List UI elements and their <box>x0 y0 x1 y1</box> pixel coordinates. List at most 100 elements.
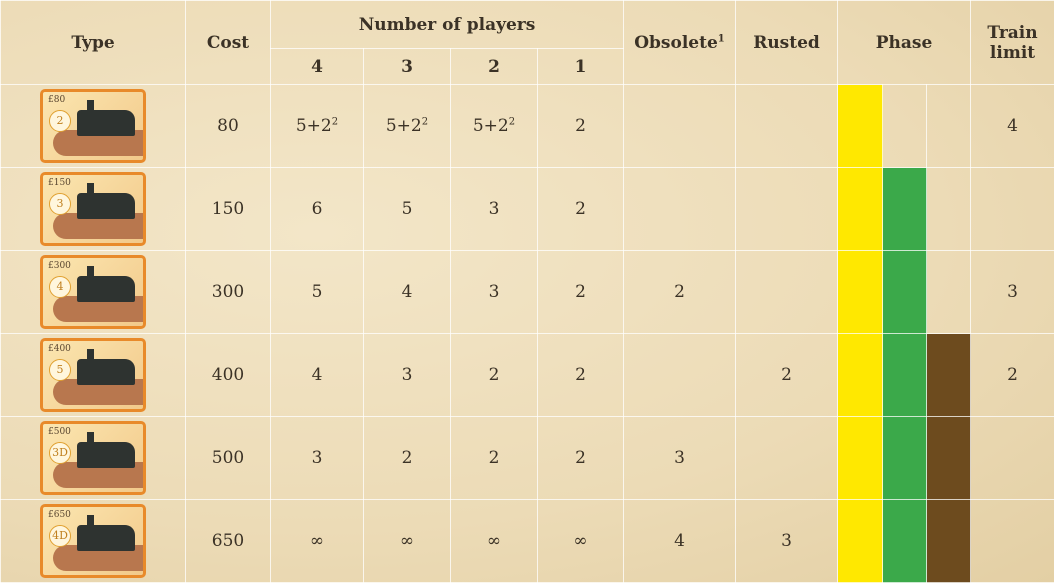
players-cell: 3 <box>451 251 538 334</box>
locomotive <box>77 442 135 468</box>
card-price: £150 <box>48 178 71 188</box>
header-cell: 3 <box>364 49 451 85</box>
header-cell: 4 <box>271 49 364 85</box>
players-value: 2 <box>575 282 586 302</box>
train-card: £500 3D <box>40 421 146 495</box>
superscript: 2 <box>422 116 428 127</box>
type-cell: £80 2 <box>1 85 186 168</box>
players-value: 2 <box>575 448 586 468</box>
players-value: 2 <box>489 365 500 385</box>
players-cell: 5+22 <box>271 85 364 168</box>
players-cell: 3 <box>364 334 451 417</box>
type-cell: £500 3D <box>1 417 186 500</box>
players-value: ∞ <box>573 531 587 551</box>
players-cell: ∞ <box>271 500 364 583</box>
players-cell: 2 <box>538 85 624 168</box>
players-value: 5 <box>312 282 323 302</box>
header-cell: 1 <box>538 49 624 85</box>
players-cell: 4 <box>364 251 451 334</box>
card-type: 2 <box>49 110 71 132</box>
cost-cell: 650 <box>186 500 271 583</box>
phase-cell <box>838 251 883 334</box>
players-cell: 2 <box>538 417 624 500</box>
card-price: £80 <box>48 95 65 105</box>
header-cell: 2 <box>451 49 538 85</box>
card-type: 3 <box>49 193 71 215</box>
card-type: 4 <box>49 276 71 298</box>
obsolete-cell: 2 <box>624 251 736 334</box>
train-card: £80 2 <box>40 89 146 163</box>
players-value: ∞ <box>400 531 414 551</box>
players-value: 3 <box>489 282 500 302</box>
players-cell: 3 <box>451 168 538 251</box>
cost-cell: 80 <box>186 85 271 168</box>
phase-cell <box>883 168 927 251</box>
header-cell: Rusted <box>736 1 838 85</box>
phase-cell <box>838 85 883 168</box>
obsolete-cell: 3 <box>624 417 736 500</box>
players-value: ∞ <box>487 531 501 551</box>
phase-cell <box>883 500 927 583</box>
cost-cell: 150 <box>186 168 271 251</box>
superscript: 2 <box>332 116 338 127</box>
players-value: 5+2 <box>296 116 332 136</box>
players-value: 4 <box>402 282 413 302</box>
rusted-cell <box>736 251 838 334</box>
card-type: 3D <box>49 442 71 464</box>
footnote-mark: 1 <box>718 33 725 44</box>
phase-cell <box>883 85 927 168</box>
train-table: Type Cost Number of players Obsolete1 Ru… <box>0 0 1054 583</box>
obsolete-cell: 4 <box>624 500 736 583</box>
header-cell: Phase <box>838 1 971 85</box>
players-value: 2 <box>489 448 500 468</box>
rusted-value: 2 <box>781 365 792 385</box>
header-cell: Number of players <box>271 1 624 49</box>
cost-cell: 400 <box>186 334 271 417</box>
players-value: 3 <box>312 448 323 468</box>
train-card: £150 3 <box>40 172 146 246</box>
train-limit-cell: 4 <box>971 85 1054 168</box>
players-value: 5 <box>402 199 413 219</box>
phase-cell <box>927 251 971 334</box>
players-cell: ∞ <box>451 500 538 583</box>
rusted-cell <box>736 85 838 168</box>
header-cell: Cost <box>186 1 271 85</box>
players-value: 3 <box>402 365 413 385</box>
card-price: £500 <box>48 427 71 437</box>
train-limit-cell <box>971 500 1054 583</box>
obsolete-cell <box>624 85 736 168</box>
page: Type Cost Number of players Obsolete1 Ru… <box>0 0 1054 582</box>
phase-cell <box>883 251 927 334</box>
locomotive <box>77 525 135 551</box>
rusted-cell <box>736 417 838 500</box>
players-cell: 5 <box>271 251 364 334</box>
header-cell: Train limit <box>971 1 1054 85</box>
players-value: 2 <box>402 448 413 468</box>
players-value: 2 <box>575 116 586 136</box>
players-value: 2 <box>575 365 586 385</box>
players-cell: 5+22 <box>451 85 538 168</box>
cost-cell: 500 <box>186 417 271 500</box>
header-cell: Obsolete1 <box>624 1 736 85</box>
players-value: 6 <box>312 199 323 219</box>
players-value: 4 <box>312 365 323 385</box>
obsolete-value: 2 <box>674 282 685 302</box>
players-cell: 6 <box>271 168 364 251</box>
players-cell: 4 <box>271 334 364 417</box>
train-limit-cell <box>971 168 1054 251</box>
players-cell: ∞ <box>364 500 451 583</box>
players-cell: 5+22 <box>364 85 451 168</box>
players-value: 5+2 <box>473 116 509 136</box>
players-value: ∞ <box>310 531 324 551</box>
phase-cell <box>927 417 971 500</box>
players-cell: 5 <box>364 168 451 251</box>
